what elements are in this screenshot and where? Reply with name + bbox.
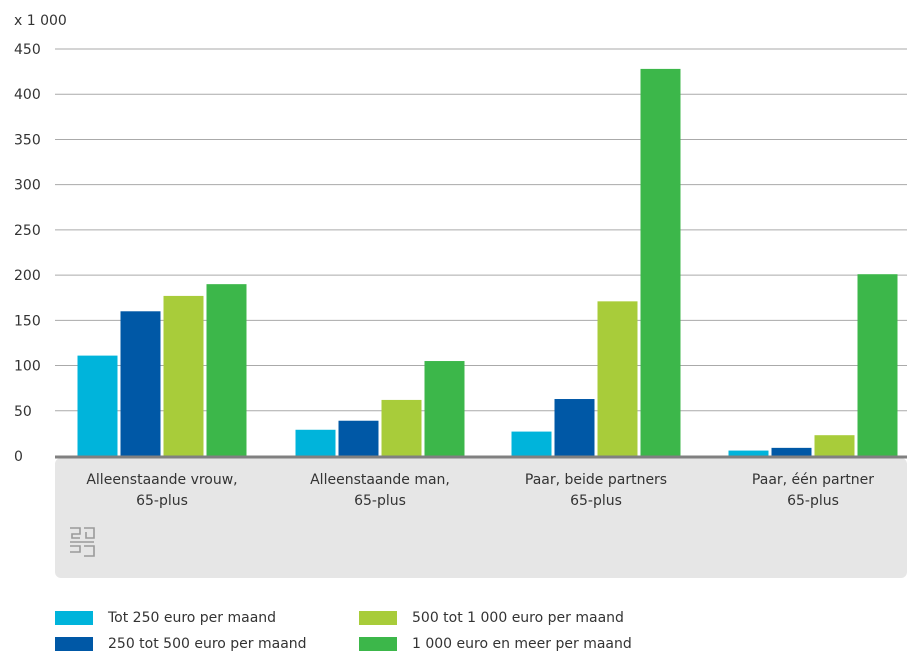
bar — [381, 399, 422, 456]
y-tick-label: 0 — [14, 449, 23, 465]
y-tick-label: 50 — [14, 404, 32, 420]
legend-item-tot-250: Tot 250 euro per maand — [55, 608, 276, 628]
bar — [295, 429, 336, 456]
legend-label: Tot 250 euro per maand — [108, 610, 277, 626]
bar — [640, 68, 681, 457]
legend-label: 250 tot 500 euro per maand — [108, 636, 307, 652]
bar — [857, 274, 898, 456]
y-tick-label: 400 — [14, 87, 41, 103]
bar — [597, 301, 638, 456]
y-tick-label: 300 — [14, 178, 41, 194]
x-category-label: Alleenstaande man, — [310, 472, 450, 488]
legend-item-500-1000: 500 tot 1 000 euro per maand — [359, 608, 624, 628]
y-tick-label: 150 — [14, 313, 41, 329]
bar — [120, 311, 161, 456]
bar — [338, 420, 379, 456]
bar — [77, 355, 118, 456]
cbs-logo-icon: cbs — [70, 527, 95, 557]
bar — [163, 295, 204, 456]
legend-label: 500 tot 1 000 euro per maand — [412, 610, 624, 626]
x-category-label: Alleenstaande vrouw, — [86, 472, 237, 488]
bar — [728, 450, 769, 456]
x-category-label: Paar, beide partners — [525, 472, 667, 488]
x-category-label: 65-plus — [136, 493, 188, 509]
x-category-label: Paar, één partner — [752, 472, 874, 488]
category-panel — [55, 458, 907, 578]
y-tick-label: 200 — [14, 268, 41, 284]
y-tick-label: 100 — [14, 359, 41, 375]
legend-swatch — [359, 611, 397, 625]
legend-item-250-500: 250 tot 500 euro per maand — [55, 634, 307, 654]
x-category-label: 65-plus — [570, 493, 622, 509]
x-category-label: 65-plus — [787, 493, 839, 509]
legend: Tot 250 euro per maand 250 tot 500 euro … — [55, 608, 675, 653]
y-tick-label: 350 — [14, 132, 41, 148]
legend-swatch — [359, 637, 397, 651]
bar — [771, 447, 812, 456]
legend-swatch — [55, 637, 93, 651]
bar — [424, 361, 465, 456]
bar — [814, 435, 855, 456]
bar — [554, 399, 595, 456]
unit-label: x 1 000 — [14, 13, 67, 29]
legend-item-1000-plus: 1 000 euro en meer per maand — [359, 634, 632, 654]
x-category-label: 65-plus — [354, 493, 406, 509]
bar — [511, 431, 552, 456]
bar — [206, 284, 247, 456]
legend-label: 1 000 euro en meer per maand — [412, 636, 632, 652]
y-tick-label: 250 — [14, 223, 41, 239]
legend-swatch — [55, 611, 93, 625]
y-tick-label: 450 — [14, 42, 41, 58]
